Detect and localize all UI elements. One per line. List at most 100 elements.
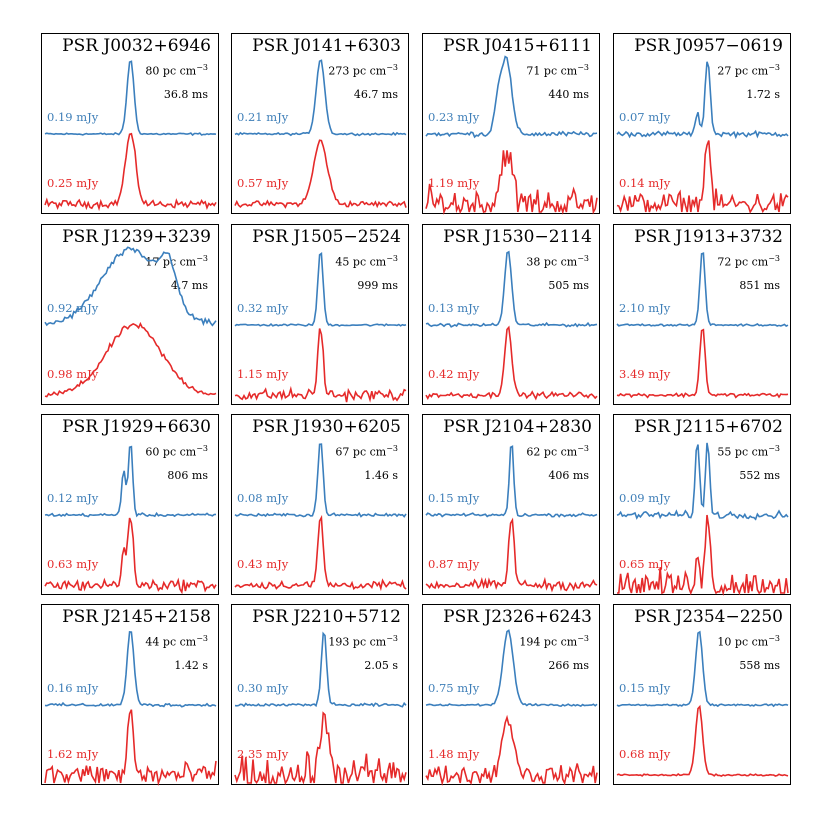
pulsar-period: 1.46 s xyxy=(364,469,398,482)
pulsar-name: PSR J0415+6111 xyxy=(443,36,592,56)
pulsar-name: PSR J2326+6243 xyxy=(443,607,592,627)
blue-profile-line xyxy=(616,630,789,708)
dm-value: 60 xyxy=(145,445,160,459)
red-profile-line xyxy=(234,514,407,592)
blue-flux-label: 0.07 mJy xyxy=(619,110,671,124)
dm-exponent: −3 xyxy=(577,63,589,72)
blue-profile-line xyxy=(44,631,217,708)
pulsar-name: PSR J2145+2158 xyxy=(62,607,211,627)
dm-exponent: −3 xyxy=(768,254,780,263)
pulsar-period: 4.7 ms xyxy=(170,279,208,292)
dm-value: 71 xyxy=(526,64,541,78)
pulsar-period: 2.05 s xyxy=(364,659,398,672)
blue-flux-label: 0.75 mJy xyxy=(428,681,480,695)
red-profile-line xyxy=(425,325,598,401)
dm-unit: pc cm xyxy=(162,635,197,649)
pulsar-period: 406 ms xyxy=(548,469,589,482)
dm-unit: pc cm xyxy=(352,635,387,649)
dm-value: 55 xyxy=(717,445,732,459)
blue-profile-line xyxy=(616,61,789,140)
blue-profile-line xyxy=(234,443,407,518)
red-profile-line xyxy=(616,704,789,777)
red-flux-label: 0.42 mJy xyxy=(428,367,480,381)
pulsar-name: PSR J0957−0619 xyxy=(634,36,783,56)
pulsar-period: 552 ms xyxy=(739,469,780,482)
dispersion-measure: 193 pc cm−3 xyxy=(328,634,398,649)
pulsar-name: PSR J1505−2524 xyxy=(252,227,401,247)
pulsar-name: PSR J1239+3239 xyxy=(62,227,211,247)
pulsar-period: 558 ms xyxy=(739,659,780,672)
dispersion-measure: 60 pc cm−3 xyxy=(145,444,208,459)
dispersion-measure: 44 pc cm−3 xyxy=(145,634,208,649)
dm-value: 193 xyxy=(328,635,350,649)
red-profile-line xyxy=(616,328,789,399)
blue-profile-line xyxy=(234,631,407,708)
dm-unit: pc cm xyxy=(352,64,387,78)
blue-profile-line xyxy=(234,59,407,137)
pulsar-name: PSR J1530−2114 xyxy=(443,227,592,247)
dispersion-measure: 72 pc cm−3 xyxy=(717,254,780,269)
dm-value: 44 xyxy=(145,635,160,649)
blue-flux-label: 0.09 mJy xyxy=(619,491,671,505)
dm-exponent: −3 xyxy=(577,254,589,263)
dm-unit: pc cm xyxy=(543,445,578,459)
pulsar-name: PSR J0141+6303 xyxy=(252,36,401,56)
red-profile-line xyxy=(234,328,407,403)
pulsar-name: PSR J2210+5712 xyxy=(252,607,401,627)
red-flux-label: 1.19 mJy xyxy=(428,176,480,190)
blue-profile-line xyxy=(425,55,598,139)
pulsar-period: 440 ms xyxy=(548,88,589,101)
dm-value: 72 xyxy=(717,255,732,269)
dm-exponent: −3 xyxy=(768,444,780,453)
red-profile-line xyxy=(44,321,217,398)
pulsar-period: 36.8 ms xyxy=(163,88,208,101)
dispersion-measure: 38 pc cm−3 xyxy=(526,254,589,269)
dm-value: 10 xyxy=(717,635,732,649)
pulsar-panel: PSR J1239+3239 17 pc cm−3 4.7 ms 0.92 mJy 0.… xyxy=(41,224,219,405)
pulsar-panel: PSR J1929+6630 60 pc cm−3 806 ms 0.12 mJy 0.… xyxy=(41,414,219,595)
pulsar-period: 266 ms xyxy=(548,659,589,672)
profile-plot xyxy=(234,252,407,403)
red-flux-label: 0.98 mJy xyxy=(47,367,99,381)
pulsar-name: PSR J1929+6630 xyxy=(62,417,211,437)
pulsar-period: 851 ms xyxy=(739,279,780,292)
profile-plot xyxy=(44,60,217,212)
blue-flux-label: 2.10 mJy xyxy=(619,301,671,315)
profile-plot xyxy=(44,246,217,398)
blue-profile-line xyxy=(425,250,598,328)
pulsar-panel: PSR J0032+6946 80 pc cm−3 36.8 ms 0.19 mJy 0… xyxy=(41,33,219,214)
profile-plot xyxy=(616,630,789,777)
blue-flux-label: 0.23 mJy xyxy=(428,110,480,124)
dispersion-measure: 10 pc cm−3 xyxy=(717,634,780,649)
dm-exponent: −3 xyxy=(386,254,398,263)
pulsar-panel: PSR J2145+2158 44 pc cm−3 1.42 s 0.16 mJy 1.… xyxy=(41,604,219,786)
blue-flux-label: 0.13 mJy xyxy=(428,301,480,315)
dm-exponent: −3 xyxy=(196,634,208,643)
profile-plot xyxy=(616,252,789,399)
dispersion-measure: 273 pc cm−3 xyxy=(328,63,398,78)
pulsar-name: PSR J2104+2830 xyxy=(443,417,592,437)
pulsar-panel: PSR J1913+3732 72 pc cm−3 851 ms 2.10 mJy 3.… xyxy=(613,224,791,405)
blue-profile-line xyxy=(616,252,789,328)
red-flux-label: 3.49 mJy xyxy=(619,367,671,381)
profile-plot xyxy=(616,61,789,214)
red-flux-label: 0.57 mJy xyxy=(237,176,289,190)
dispersion-measure: 80 pc cm−3 xyxy=(145,63,208,78)
blue-profile-line xyxy=(425,445,598,518)
blue-flux-label: 0.19 mJy xyxy=(47,110,99,124)
dm-unit: pc cm xyxy=(162,64,197,78)
red-profile-line xyxy=(44,709,217,786)
profile-plot xyxy=(425,445,598,593)
blue-flux-label: 0.15 mJy xyxy=(428,491,480,505)
red-flux-label: 0.68 mJy xyxy=(619,747,671,761)
pulsar-period: 505 ms xyxy=(548,279,589,292)
pulsar-panel: PSR J1530−2114 38 pc cm−3 505 ms 0.13 mJy 0.… xyxy=(422,224,600,405)
dm-exponent: −3 xyxy=(386,634,398,643)
dm-exponent: −3 xyxy=(768,63,780,72)
red-flux-label: 0.63 mJy xyxy=(47,557,99,571)
pulsar-name: PSR J2354−2250 xyxy=(634,607,783,627)
blue-flux-label: 0.30 mJy xyxy=(237,681,289,695)
pulsar-panel: PSR J2104+2830 62 pc cm−3 406 ms 0.15 mJy 0.… xyxy=(422,414,600,595)
dm-exponent: −3 xyxy=(577,634,589,643)
